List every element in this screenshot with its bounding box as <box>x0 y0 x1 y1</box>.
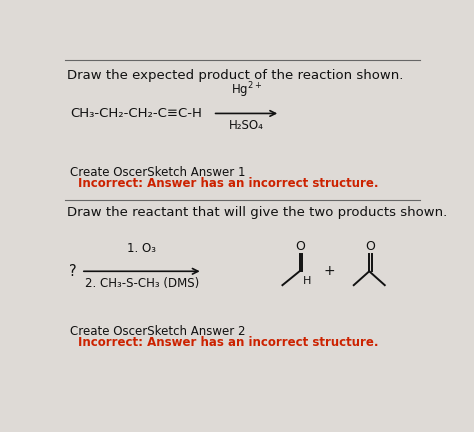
Text: Incorrect: Answer has an incorrect structure.: Incorrect: Answer has an incorrect struc… <box>78 177 378 190</box>
Text: Draw the expected product of the reaction shown.: Draw the expected product of the reactio… <box>67 69 403 82</box>
Text: 2. CH₃-S-CH₃ (DMS): 2. CH₃-S-CH₃ (DMS) <box>85 276 199 290</box>
Text: Create OscerSketch Answer 2: Create OscerSketch Answer 2 <box>70 325 246 338</box>
Text: Create OscerSketch Answer 1: Create OscerSketch Answer 1 <box>70 166 246 179</box>
Text: CH₃-CH₂-CH₂-C≡C-H: CH₃-CH₂-CH₂-C≡C-H <box>70 107 202 120</box>
Text: H: H <box>303 276 312 286</box>
Text: O: O <box>365 240 375 253</box>
Text: 1. O₃: 1. O₃ <box>128 242 156 255</box>
Text: O: O <box>296 240 306 253</box>
Text: ?: ? <box>69 264 76 279</box>
Text: Draw the reactant that will give the two products shown.: Draw the reactant that will give the two… <box>67 206 447 219</box>
Text: Incorrect: Answer has an incorrect structure.: Incorrect: Answer has an incorrect struc… <box>78 336 378 349</box>
Text: Hg$^{2+}$: Hg$^{2+}$ <box>231 81 262 100</box>
Text: H₂SO₄: H₂SO₄ <box>229 119 264 132</box>
Text: +: + <box>323 264 335 278</box>
